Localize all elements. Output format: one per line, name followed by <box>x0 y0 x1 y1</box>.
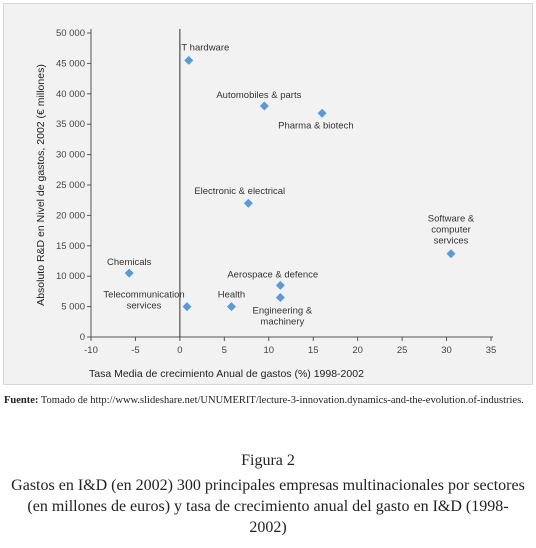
data-point-label: Software & computer services <box>428 214 475 247</box>
data-point-marker <box>275 280 285 290</box>
data-point-marker <box>275 292 285 302</box>
data-point-marker <box>226 302 236 312</box>
x-tick-label: 10 <box>263 345 274 356</box>
y-tick-label: 10 000 <box>56 271 85 282</box>
data-point-marker <box>259 101 269 111</box>
x-tick-label: 0 <box>177 345 182 356</box>
y-tick-label: 45 000 <box>56 58 85 69</box>
figure-number: Figura 2 <box>241 452 295 469</box>
data-point-marker <box>317 108 327 118</box>
data-point-label: Health <box>218 290 245 301</box>
y-tick-label: 40 000 <box>56 89 85 100</box>
y-tick-label: 50 000 <box>56 28 85 39</box>
x-tick-label: 5 <box>222 345 227 356</box>
data-point-marker <box>243 198 253 208</box>
data-point-label: IT hardware <box>179 42 230 53</box>
chart-panel: 0 5 000 10 000 15 000 20 000 25 000 30 000 35 0… <box>3 3 533 385</box>
y-tick-label: 15 000 <box>56 241 85 252</box>
x-tick-label: 15 <box>308 345 319 356</box>
source-text: Tomado de http://www.slideshare.net/UNUM… <box>40 395 524 406</box>
data-point-marker <box>184 55 194 65</box>
source-note: Fuente: Tomado de http://www.slideshare.… <box>4 393 532 409</box>
axes: 0 5 000 10 000 15 000 20 000 25 000 30 000 35 0… <box>56 28 496 356</box>
y-tick-label: 30 000 <box>56 150 85 161</box>
x-axis-title: Tasa Media de crecimiento Anual de gasto… <box>89 368 364 380</box>
data-point-marker <box>446 249 456 259</box>
x-tick-label: 30 <box>441 345 452 356</box>
source-label: Fuente: <box>4 395 39 406</box>
y-tick-label: 25 000 <box>56 180 85 191</box>
data-point-label: Aerospace & defence <box>227 269 318 280</box>
data-point-label: Engineering & machinery <box>252 305 312 327</box>
y-tick-label: 5 000 <box>61 302 85 313</box>
data-point-label: Pharma & biotech <box>278 120 354 131</box>
data-point-marker <box>182 302 192 312</box>
data-point-marker <box>124 268 134 278</box>
y-axis-title: Absoluto R&D en Nivel de gastos, 2002 (€… <box>35 64 47 306</box>
x-tick-label: -5 <box>131 345 139 356</box>
data-point-label: Telecommunication services <box>103 290 184 312</box>
y-tick-label: 20 000 <box>56 210 85 221</box>
data-points: IT hardware Automobiles & parts Pharma & b… <box>103 42 475 327</box>
x-tick-label: 25 <box>397 345 408 356</box>
x-tick-label: 35 <box>486 345 497 356</box>
y-tick-label: 35 000 <box>56 119 85 130</box>
data-point-label: Automobiles & parts <box>216 90 301 101</box>
x-tick-label: 20 <box>352 345 363 356</box>
figure-caption: Gastos en I&D (en 2002) 300 principales … <box>11 477 525 536</box>
y-tick-label: 0 <box>80 332 85 343</box>
scatter-chart: 0 5 000 10 000 15 000 20 000 25 000 30 000 35 0… <box>35 28 496 380</box>
data-point-label: Electronic & electrical <box>194 186 285 197</box>
data-point-label: Chemicals <box>107 257 152 268</box>
x-tick-label: -10 <box>84 345 98 356</box>
